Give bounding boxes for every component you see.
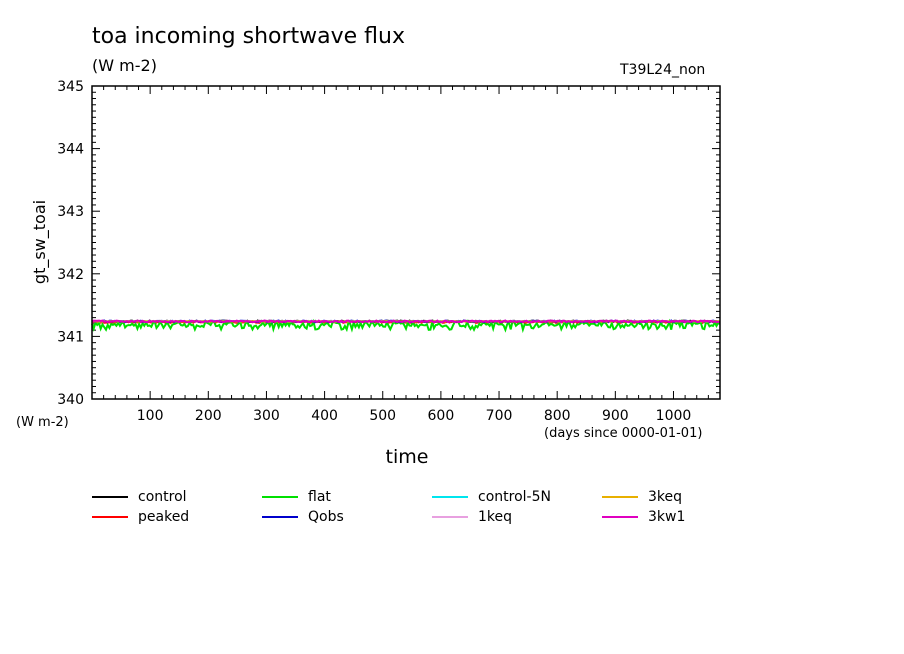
legend-label: 1keq (478, 509, 513, 525)
legend-label: flat (308, 489, 331, 505)
x-tick-label: 300 (253, 408, 280, 424)
legend-label: control (138, 489, 187, 505)
legend-swatch (432, 516, 468, 518)
series-line-flat (91, 318, 721, 334)
x-tick-label: 700 (486, 408, 513, 424)
legend-swatch (432, 496, 468, 498)
legend-label: peaked (138, 509, 190, 525)
chart-title: toa incoming shortwave flux (92, 24, 405, 49)
run-label: T39L24_non (620, 62, 706, 78)
y-tick-label: 345 (57, 79, 84, 95)
x-tick-label: 1000 (656, 408, 692, 424)
legend-label: Qobs (308, 509, 344, 525)
plot-frame (91, 85, 721, 400)
chart-units: (W m-2) (92, 56, 157, 75)
y-tick-label: 344 (57, 142, 84, 158)
y-tick-label: 343 (57, 204, 84, 220)
minor-ticks (92, 86, 720, 399)
x-axis-label: time (385, 446, 429, 468)
axis-ticks: 100 200 300 400 500 600 700 800 900 1000 340 341 342… (57, 79, 720, 424)
x-tick-label: 400 (311, 408, 338, 424)
legend-swatch (262, 496, 298, 498)
legend-swatch (602, 516, 638, 518)
y-axis-units: (W m-2) (16, 415, 69, 430)
y-tick-label: 340 (57, 392, 84, 408)
legend-swatch (92, 516, 128, 518)
x-tick-label: 600 (428, 408, 455, 424)
y-tick-label: 342 (57, 267, 84, 283)
x-tick-label: 100 (137, 408, 164, 424)
legend-label: control-5N (478, 489, 551, 505)
x-tick-label: 500 (369, 408, 396, 424)
legend-swatch (262, 516, 298, 518)
x-axis-units: (days since 0000-01-01) (544, 426, 703, 441)
legend-swatch (92, 496, 128, 498)
x-tick-label: 200 (195, 408, 222, 424)
legend-label: 3kw1 (648, 509, 686, 525)
series-line-3kw1 (91, 319, 721, 324)
legend-swatch (602, 496, 638, 498)
legend-label: 3keq (648, 489, 683, 505)
y-tick-label: 341 (57, 329, 84, 345)
x-tick-label: 800 (544, 408, 571, 424)
series-lines (91, 318, 721, 334)
x-tick-label: 900 (602, 408, 629, 424)
